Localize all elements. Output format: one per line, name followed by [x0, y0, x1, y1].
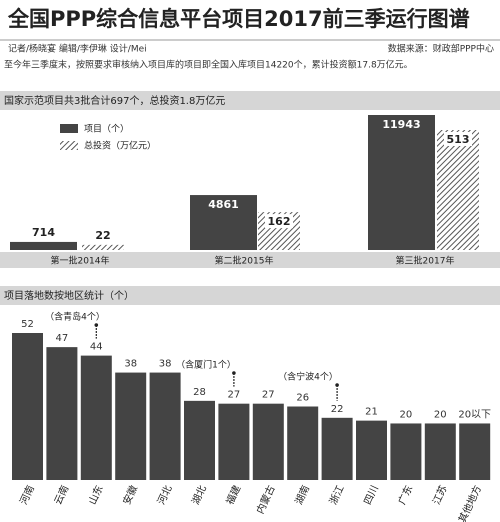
value-label: 20以下	[458, 409, 491, 420]
label-bg	[265, 214, 293, 229]
value-label: 4861	[208, 198, 239, 211]
annotation-dot	[232, 371, 236, 375]
bar	[115, 372, 147, 480]
source: 数据来源：财政部PPP中心	[388, 43, 494, 55]
annotation-dot	[335, 383, 339, 387]
bar	[12, 333, 43, 480]
bar	[149, 372, 181, 480]
bar	[459, 423, 491, 480]
bar	[368, 115, 435, 250]
value-label: 22	[331, 404, 344, 415]
legend-swatch	[60, 141, 78, 150]
value-label: 27	[262, 390, 275, 401]
bar	[424, 423, 456, 480]
bar	[390, 423, 422, 480]
value-label: 52	[21, 319, 34, 330]
bar	[252, 403, 284, 480]
bar	[46, 347, 78, 480]
legend-label: 项目（个）	[84, 124, 129, 135]
value-label: 20	[400, 409, 413, 420]
bar	[190, 195, 257, 250]
bar	[82, 244, 124, 250]
bar	[10, 241, 77, 250]
bar	[356, 420, 387, 480]
bar	[218, 403, 250, 480]
value-label: 11943	[382, 118, 420, 131]
value-label: 47	[56, 333, 69, 344]
legend-label: 总投资（万亿元）	[84, 140, 156, 152]
annotation-dot	[94, 323, 99, 327]
label-bg	[444, 132, 472, 146]
annotation: （含青岛4个）	[45, 311, 105, 323]
value-label: 44	[90, 342, 103, 353]
x-tick-label: 第三批2017年	[396, 255, 455, 267]
value-label: 38	[159, 359, 172, 370]
annotation: （含厦门1个）	[176, 359, 236, 371]
section-title: 项目落地数按地区统计（个）	[4, 289, 134, 302]
value-label: 22	[95, 229, 110, 242]
bar	[321, 417, 353, 480]
value-label: 20	[434, 409, 447, 420]
value-label: 21	[365, 407, 378, 418]
value-label: 714	[32, 226, 55, 239]
section-bar	[0, 286, 500, 305]
intro: 至今年三季度末，按照要求审核纳入项目库的项目即全国入库项目14220个，累计投资…	[4, 59, 413, 71]
section-bar	[0, 91, 500, 110]
value-label: 28	[193, 387, 206, 398]
value-label: 513	[447, 133, 470, 146]
x-tick-label: 第二批2015年	[215, 255, 274, 267]
bar	[184, 400, 215, 480]
bar	[80, 355, 112, 480]
value-label: 38	[124, 359, 137, 370]
section-title: 国家示范项目共3批合计697个，总投资1.8万亿元	[4, 94, 225, 107]
legend-swatch	[60, 124, 78, 133]
x-tick-label: 第一批2014年	[51, 255, 110, 267]
credits: 记者/杨晓宴 编辑/李伊琳 设计/Mei	[8, 43, 147, 55]
category-strip	[0, 252, 500, 268]
bar	[287, 406, 319, 480]
bar	[437, 130, 479, 250]
page-title: 全国PPP综合信息平台项目2017前三季运行图谱	[7, 7, 470, 31]
value-label: 27	[228, 390, 241, 401]
value-label: 162	[268, 215, 291, 228]
value-label: 26	[296, 393, 309, 404]
annotation: （含宁波4个）	[278, 371, 338, 383]
